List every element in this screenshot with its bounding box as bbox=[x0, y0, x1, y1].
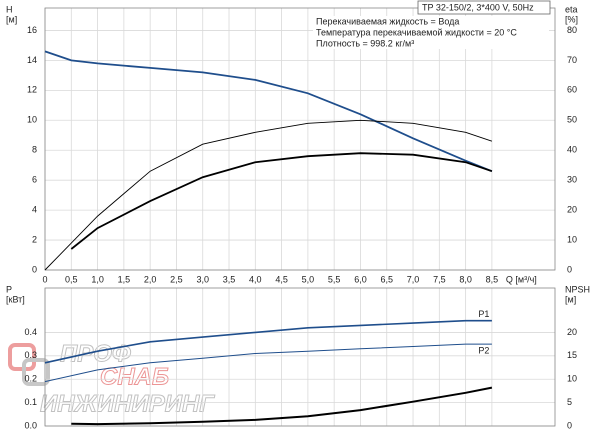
y2-axis-label: NPSH bbox=[565, 284, 590, 294]
y-axis-label: [м] bbox=[6, 14, 17, 24]
y2-tick-label: 40 bbox=[567, 145, 577, 155]
annotation-bg bbox=[313, 16, 549, 27]
y2-tick-label: 5 bbox=[567, 397, 572, 407]
logo bbox=[8, 343, 50, 386]
logo-icon bbox=[22, 358, 50, 386]
y2-tick-label: 30 bbox=[567, 175, 577, 185]
chart-title: TP 32-150/2, 3*400 V, 50Hz bbox=[422, 2, 534, 12]
y-tick-label: 8 bbox=[32, 145, 37, 155]
curve bbox=[44, 343, 492, 383]
plot-frame bbox=[44, 7, 556, 271]
x-tick-label: 5,0 bbox=[302, 274, 315, 284]
y2-axis-label: eta bbox=[565, 4, 578, 14]
watermark: СНАБ bbox=[100, 363, 169, 390]
y-tick-label: 16 bbox=[27, 25, 37, 35]
y2-tick-label: 60 bbox=[567, 85, 577, 95]
watermark: ИНЖИНИРИНГ bbox=[40, 390, 215, 417]
y2-tick-label: 20 bbox=[567, 327, 577, 337]
y-tick-label: 0.3 bbox=[24, 350, 37, 360]
y-tick-label: 14 bbox=[27, 55, 37, 65]
y2-tick-label: 15 bbox=[567, 350, 577, 360]
curve bbox=[70, 152, 493, 250]
y-tick-label: 12 bbox=[27, 85, 37, 95]
y-tick-label: 10 bbox=[27, 115, 37, 125]
x-tick-label: 4,0 bbox=[249, 274, 262, 284]
x-tick-label: 2,0 bbox=[144, 274, 157, 284]
y2-tick-label: 70 bbox=[567, 55, 577, 65]
annotation: Температура перекачиваемой жидкости = 20… bbox=[316, 27, 517, 37]
x-tick-label: 4,5 bbox=[275, 274, 288, 284]
x-tick-label: 7,0 bbox=[407, 274, 420, 284]
annotation: Перекачиваемая жидкость = Вода bbox=[316, 16, 459, 26]
x-tick-label: 2,5 bbox=[170, 274, 183, 284]
series-label: P2 bbox=[478, 346, 489, 356]
x-tick-label: 5,5 bbox=[328, 274, 341, 284]
x-tick-label: 1,5 bbox=[118, 274, 131, 284]
y-tick-label: 6 bbox=[32, 175, 37, 185]
x-tick-label: 7,5 bbox=[433, 274, 446, 284]
y2-tick-label: 50 bbox=[567, 115, 577, 125]
x-tick-label: 8,5 bbox=[486, 274, 499, 284]
y-tick-label: 2 bbox=[32, 234, 37, 244]
curve bbox=[44, 119, 493, 271]
curve bbox=[71, 386, 493, 426]
x-axis-label: Q [м³/ч] bbox=[506, 274, 537, 284]
x-tick-label: 3,0 bbox=[196, 274, 209, 284]
x-tick-label: 6,0 bbox=[354, 274, 367, 284]
y-axis-label: H bbox=[6, 4, 13, 14]
y-tick-label: 0.4 bbox=[24, 327, 37, 337]
curve bbox=[44, 319, 492, 364]
y-axis-label: [кВт] bbox=[6, 294, 25, 304]
curve bbox=[44, 50, 493, 173]
title-box bbox=[417, 0, 551, 15]
x-tick-label: 0,5 bbox=[65, 274, 78, 284]
series-label: P1 bbox=[478, 309, 489, 319]
y2-tick-label: 10 bbox=[567, 234, 577, 244]
y2-tick-label: 0 bbox=[567, 420, 572, 430]
y-axis-label: P bbox=[6, 284, 12, 294]
x-tick-label: 0 bbox=[42, 274, 47, 284]
annotation-bg bbox=[313, 38, 549, 49]
y2-tick-label: 0 bbox=[567, 264, 572, 274]
y-tick-label: 0.2 bbox=[24, 374, 37, 384]
y2-axis-label: [м] bbox=[565, 294, 576, 304]
annotation: Плотность = 998.2 кг/м³ bbox=[316, 38, 414, 48]
y-tick-label: 0.1 bbox=[24, 397, 37, 407]
plot-frame bbox=[44, 287, 556, 427]
y2-tick-label: 80 bbox=[567, 25, 577, 35]
x-tick-label: 1,0 bbox=[91, 274, 104, 284]
annotation-bg bbox=[313, 27, 549, 38]
y2-tick-label: 20 bbox=[567, 204, 577, 214]
y2-axis-label: [%] bbox=[565, 14, 578, 24]
y2-tick-label: 10 bbox=[567, 374, 577, 384]
x-tick-label: 8,0 bbox=[459, 274, 472, 284]
x-tick-label: 3,5 bbox=[223, 274, 236, 284]
x-tick-label: 6,5 bbox=[380, 274, 393, 284]
y-tick-label: 4 bbox=[32, 204, 37, 214]
y-tick-label: 0.0 bbox=[24, 420, 37, 430]
y-tick-label: 0 bbox=[32, 264, 37, 274]
